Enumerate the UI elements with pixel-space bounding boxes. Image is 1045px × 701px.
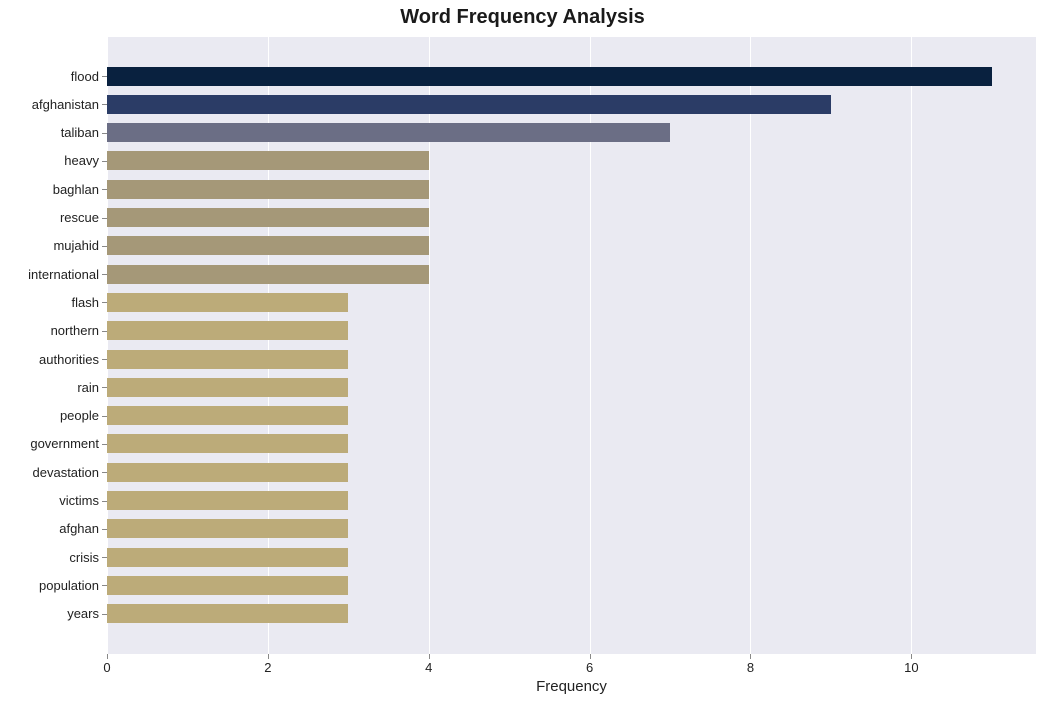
y-tick	[102, 302, 107, 303]
bar	[107, 293, 348, 312]
y-axis-label: authorities	[39, 352, 99, 367]
bar	[107, 406, 348, 425]
y-tick	[102, 359, 107, 360]
bar	[107, 321, 348, 340]
y-tick	[102, 161, 107, 162]
bar	[107, 151, 429, 170]
y-axis-label: international	[28, 267, 99, 282]
y-tick	[102, 444, 107, 445]
bar	[107, 67, 992, 86]
x-tick	[590, 654, 591, 659]
bar	[107, 491, 348, 510]
y-axis-label: flash	[72, 295, 99, 310]
y-tick	[102, 387, 107, 388]
grid-line	[750, 37, 751, 654]
bar	[107, 180, 429, 199]
bar	[107, 350, 348, 369]
bar	[107, 378, 348, 397]
bar	[107, 463, 348, 482]
x-axis-label: Frequency	[522, 678, 622, 695]
y-axis-label: afghan	[59, 521, 99, 536]
x-tick	[107, 654, 108, 659]
bar	[107, 123, 670, 142]
x-tick-label: 2	[264, 660, 271, 675]
y-tick	[102, 501, 107, 502]
x-tick-label: 8	[747, 660, 754, 675]
bar	[107, 519, 348, 538]
y-tick	[102, 218, 107, 219]
y-axis-label: crisis	[69, 550, 99, 565]
bar	[107, 95, 831, 114]
y-axis-label: northern	[51, 323, 99, 338]
y-tick	[102, 189, 107, 190]
plot-area	[107, 37, 1036, 654]
y-tick	[102, 472, 107, 473]
y-axis-label: afghanistan	[32, 97, 99, 112]
x-tick	[429, 654, 430, 659]
y-axis-label: population	[39, 578, 99, 593]
y-axis-label: victims	[59, 493, 99, 508]
y-axis-label: heavy	[64, 153, 99, 168]
y-tick	[102, 614, 107, 615]
x-tick	[750, 654, 751, 659]
bar	[107, 265, 429, 284]
y-axis-label: rain	[77, 380, 99, 395]
y-tick	[102, 274, 107, 275]
y-tick	[102, 585, 107, 586]
bar	[107, 604, 348, 623]
y-tick	[102, 416, 107, 417]
y-axis-label: taliban	[61, 125, 99, 140]
y-tick	[102, 133, 107, 134]
y-tick	[102, 557, 107, 558]
y-tick	[102, 104, 107, 105]
y-axis-label: flood	[71, 69, 99, 84]
y-tick	[102, 331, 107, 332]
y-tick	[102, 529, 107, 530]
y-tick	[102, 76, 107, 77]
y-axis-label: baghlan	[53, 182, 99, 197]
y-axis-label: devastation	[33, 465, 100, 480]
x-tick-label: 10	[904, 660, 918, 675]
x-tick-label: 4	[425, 660, 432, 675]
word-frequency-chart: Word Frequency Analysis Frequency 0 2 4 6 8 1…	[0, 0, 1045, 701]
bar	[107, 208, 429, 227]
y-axis-label: years	[67, 606, 99, 621]
x-tick-label: 6	[586, 660, 593, 675]
x-tick	[911, 654, 912, 659]
y-axis-label: rescue	[60, 210, 99, 225]
grid-line	[911, 37, 912, 654]
bar	[107, 236, 429, 255]
chart-title: Word Frequency Analysis	[0, 6, 1045, 29]
bar	[107, 548, 348, 567]
bar	[107, 434, 348, 453]
x-tick	[268, 654, 269, 659]
y-axis-label: mujahid	[53, 238, 99, 253]
y-axis-label: people	[60, 408, 99, 423]
bar	[107, 576, 348, 595]
x-tick-label: 0	[103, 660, 110, 675]
y-axis-label: government	[30, 436, 99, 451]
y-tick	[102, 246, 107, 247]
